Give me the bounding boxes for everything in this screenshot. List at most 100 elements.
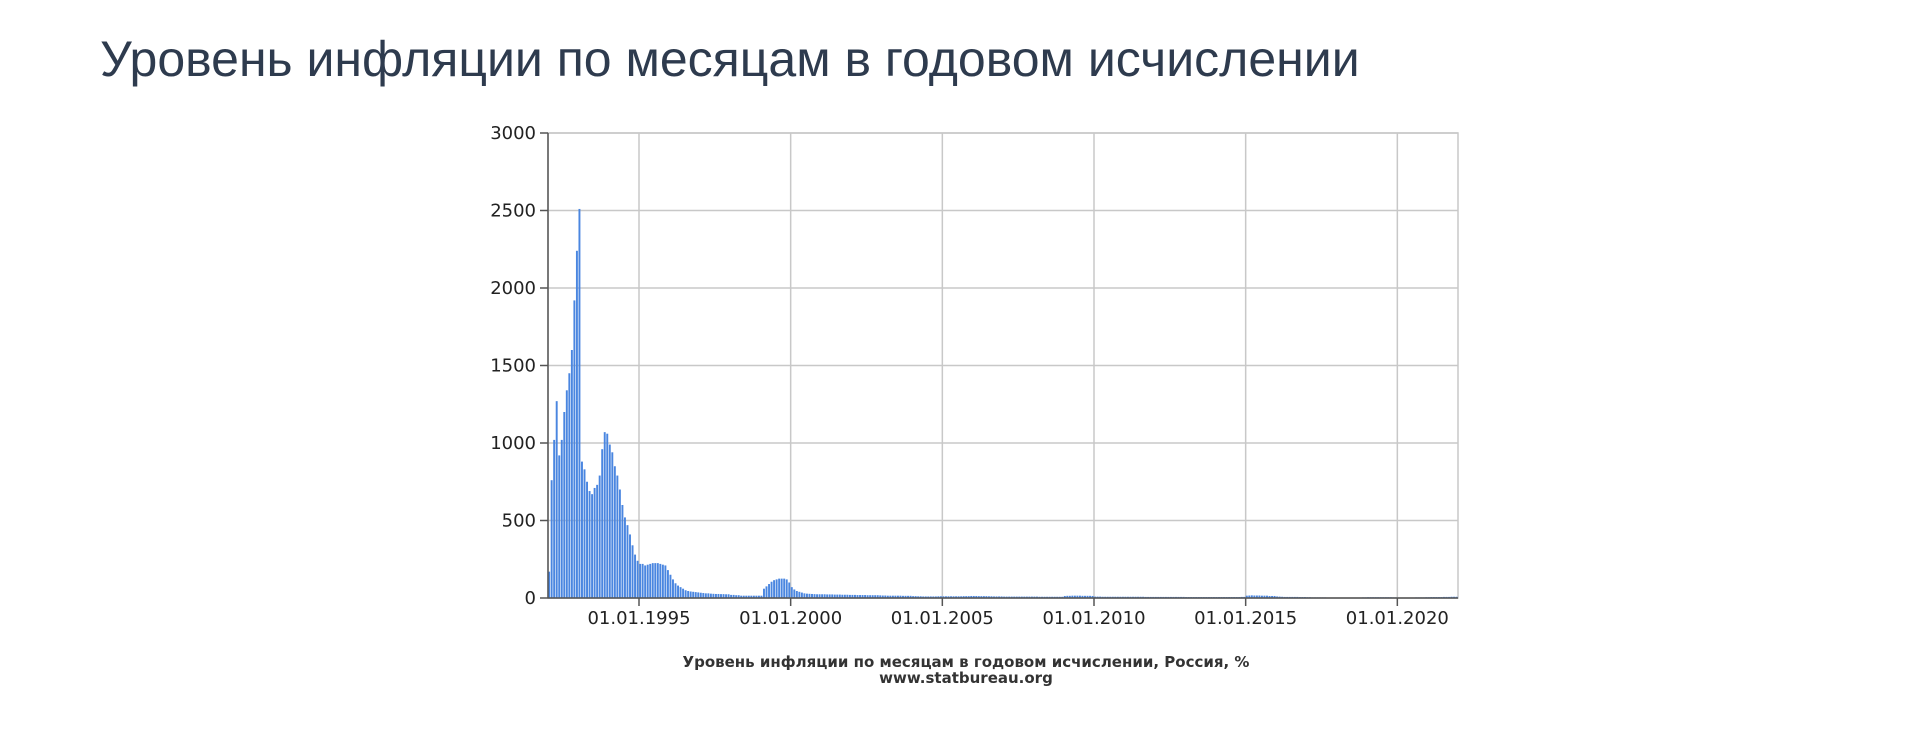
bar: [725, 594, 728, 598]
chart-source: www.statbureau.org: [879, 669, 1053, 687]
bar: [654, 563, 657, 598]
bar: [1081, 595, 1084, 598]
bar: [646, 564, 649, 598]
bar: [714, 593, 717, 598]
x-tick-label: 01.01.2020: [1346, 608, 1449, 629]
bar: [922, 596, 925, 598]
bar: [1071, 595, 1074, 598]
bar: [823, 594, 826, 598]
bar: [735, 595, 738, 598]
bar: [679, 587, 682, 598]
bar: [962, 596, 965, 598]
bar: [927, 596, 930, 598]
bar: [712, 593, 715, 598]
bar: [651, 563, 654, 598]
bar: [560, 439, 563, 598]
bar: [773, 580, 776, 598]
bar: [745, 595, 748, 598]
bar: [1089, 595, 1092, 598]
bar: [565, 390, 568, 598]
bar: [790, 587, 793, 598]
bar: [1248, 595, 1251, 598]
bar: [843, 594, 846, 598]
bar: [563, 412, 566, 598]
bar: [611, 452, 614, 598]
bar: [914, 596, 917, 598]
bar: [816, 594, 819, 598]
bar: [856, 595, 859, 598]
bar: [603, 432, 606, 598]
bar: [593, 487, 596, 598]
bar: [581, 461, 583, 598]
bar: [550, 480, 553, 598]
bar: [616, 475, 619, 598]
bar: [1068, 595, 1071, 598]
bar: [993, 596, 995, 598]
bar: [881, 595, 884, 598]
bar: [672, 579, 674, 598]
bar: [1084, 595, 1086, 598]
bar: [770, 581, 773, 598]
bar: [568, 373, 571, 598]
bar: [980, 596, 983, 598]
y-tick-label: 1500: [490, 356, 536, 377]
bar: [631, 545, 634, 598]
bar: [634, 554, 637, 598]
bar: [788, 582, 791, 598]
bar: [775, 579, 778, 598]
bar: [778, 578, 781, 598]
bar: [919, 596, 922, 598]
bar: [1250, 595, 1253, 598]
page-title: Уровень инфляции по месяцам в годовом ис…: [100, 31, 1360, 87]
x-tick-label: 01.01.2010: [1042, 608, 1145, 629]
bar: [1076, 595, 1079, 598]
bar: [623, 517, 626, 598]
bar: [982, 596, 985, 598]
bar: [998, 596, 1001, 598]
bar: [720, 594, 722, 598]
bar: [687, 591, 690, 598]
bar: [841, 594, 844, 598]
bar: [649, 563, 652, 598]
bar: [1000, 596, 1003, 598]
chart-axes: 0 500 1000 1500 2000 2500 3000 01.01.1995 01.01.…: [490, 123, 1458, 629]
bar: [697, 592, 700, 598]
bar: [876, 595, 879, 598]
bar: [891, 595, 894, 598]
bar: [596, 484, 599, 598]
bar: [1073, 595, 1076, 598]
bar: [1266, 595, 1268, 598]
bar: [606, 433, 609, 598]
x-tick-label: 01.01.2005: [891, 608, 994, 629]
bar: [659, 563, 662, 598]
bar: [722, 594, 725, 598]
bar: [864, 595, 867, 598]
bar: [795, 591, 798, 598]
bar: [591, 494, 594, 598]
bar: [1258, 595, 1261, 598]
bar: [707, 593, 710, 598]
bar: [677, 585, 679, 598]
bar: [899, 595, 902, 598]
bar: [970, 595, 973, 598]
bar: [598, 475, 601, 598]
x-tick-label: 01.01.1995: [587, 608, 690, 629]
bar: [553, 439, 556, 598]
bar: [555, 401, 558, 598]
bar: [730, 594, 733, 598]
bar: [965, 596, 968, 598]
bar: [747, 595, 750, 598]
bar: [939, 596, 942, 598]
bar: [859, 595, 861, 598]
bar: [621, 505, 624, 598]
bar: [1271, 595, 1274, 598]
bar: [990, 596, 993, 598]
bar: [828, 594, 831, 598]
bar: [742, 595, 745, 598]
bar: [629, 534, 631, 598]
bar: [613, 466, 616, 598]
bar: [995, 596, 998, 598]
y-tick-label: 3000: [490, 123, 536, 144]
bar: [656, 563, 659, 598]
